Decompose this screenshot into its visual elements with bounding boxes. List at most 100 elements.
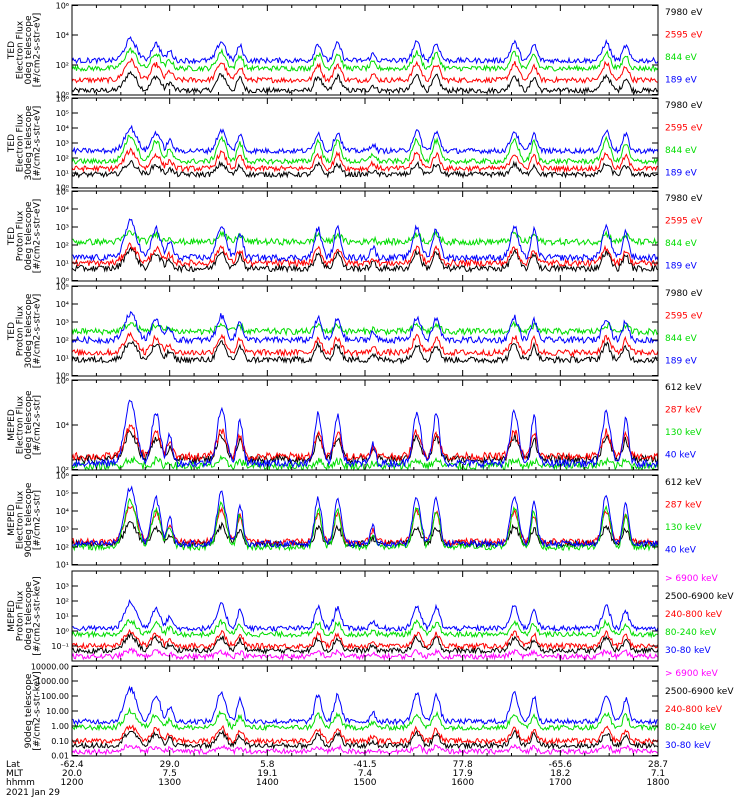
footer-value: 7.4 — [358, 769, 373, 779]
legend-entry: 287 keV — [665, 501, 702, 511]
y-tick-label: 10¹ — [56, 561, 69, 570]
y-axis-title-line: TED — [7, 41, 17, 60]
series-line-4 — [71, 310, 659, 345]
y-tick-label: 10⁴ — [56, 507, 69, 516]
footer-row-label: Lat — [6, 760, 21, 770]
footer-value: 7.1 — [651, 769, 665, 779]
y-axis-title-line: [#/cm2-s-str-eV] — [33, 13, 43, 88]
legend-entry: 2595 eV — [665, 312, 703, 322]
y-axis-title-line: MEPED — [7, 409, 17, 441]
y-tick-label: 10⁴ — [56, 421, 69, 430]
legend-entry: 2595 eV — [665, 31, 703, 41]
y-tick-label: 10⁶ — [56, 2, 69, 11]
y-tick-label: 10² — [56, 241, 69, 250]
legend-entry: 844 eV — [665, 146, 698, 156]
y-tick-label: 10⁴ — [56, 205, 69, 214]
legend-entry: 30-80 keV — [665, 741, 711, 751]
series-line-5 — [71, 599, 659, 633]
y-axis-title-line: Electron Flux — [16, 395, 26, 454]
y-tick-label: 10² — [56, 61, 69, 70]
legend-entry: 7980 eV — [665, 289, 703, 299]
y-axis-title-line: Proton Flux — [16, 590, 26, 641]
y-tick-label: 10⁶ — [56, 472, 69, 481]
legend-entry: 189 eV — [665, 262, 698, 272]
footer-value: 1400 — [256, 778, 279, 788]
legend-entry: 40 keV — [665, 451, 697, 461]
series-line-3 — [72, 229, 659, 247]
legend-entry: 130 keV — [665, 428, 702, 438]
footer-value: 77.8 — [453, 760, 473, 770]
legend-entry: 30-80 keV — [665, 646, 711, 656]
series-line-3 — [71, 46, 659, 73]
y-tick-label: 100.00 — [41, 692, 69, 701]
footer-value: 1300 — [158, 778, 181, 788]
y-tick-label: 10³ — [56, 582, 69, 591]
y-tick-label: 10² — [56, 597, 69, 606]
y-axis-title-line: [#/cm2-s-str-eV] — [33, 106, 43, 181]
y-tick-label: 10² — [56, 466, 69, 475]
legend-entry: 7980 eV — [665, 8, 703, 18]
y-tick-label: 10⁵ — [56, 283, 69, 292]
legend-entry: 189 eV — [665, 76, 698, 86]
y-axis-title-line: MEPED — [7, 600, 17, 632]
footer-value: 1800 — [647, 778, 670, 788]
y-tick-label: 10² — [56, 336, 69, 345]
series-line-4 — [71, 399, 659, 470]
y-tick-label: 10⁰ — [56, 277, 69, 286]
y-tick-label: 10² — [56, 154, 69, 163]
y-tick-label: 1000.00 — [36, 677, 69, 686]
panel-frame — [71, 190, 659, 282]
y-axis-title-line: 0deg telescope — [24, 15, 34, 85]
legend-entry: 130 keV — [665, 523, 702, 533]
y-tick-label: 10⁴ — [56, 300, 69, 309]
y-axis-title-line: Electron Flux — [16, 490, 26, 549]
y-tick-label: 10⁴ — [56, 31, 69, 40]
y-tick-label: 10² — [56, 543, 69, 552]
y-axis-title-line: [#/cm2-s-str-eV] — [33, 199, 43, 274]
footer-value: 18.2 — [550, 769, 570, 779]
y-tick-label: 10¹ — [56, 169, 69, 178]
footer-value: 5.8 — [260, 760, 275, 770]
legend-entry: > 6900 keV — [665, 669, 719, 679]
y-tick-label: 10000.00 — [31, 663, 69, 672]
y-axis-title-line: [#/cm2-s-str] — [33, 490, 43, 550]
y-axis-title-line: 0deg telescope — [24, 390, 34, 460]
series-line-1 — [71, 340, 659, 365]
footer-value: -65.6 — [549, 760, 573, 770]
legend-entry: 40 keV — [665, 546, 697, 556]
panel-8: 0.01 0.10 1.00 10.00 100.00 1000.00 10000.0090… — [24, 663, 734, 761]
series-line-4 — [71, 218, 659, 263]
y-tick-label: 10⁵ — [56, 109, 69, 118]
footer-value: 1200 — [61, 778, 84, 788]
y-tick-label: 10³ — [56, 525, 69, 534]
y-tick-label: 10⁰ — [56, 184, 69, 193]
series-line-4 — [71, 124, 659, 156]
footer-value: 1600 — [451, 778, 474, 788]
series-line-2 — [71, 505, 659, 547]
y-tick-label: 0.10 — [51, 737, 69, 746]
y-tick-label: 0.01 — [51, 752, 69, 761]
legend-entry: 7980 eV — [665, 194, 703, 204]
y-tick-label: 1.00 — [51, 722, 69, 731]
y-axis-title-line: [#/cm2-s-str-eV] — [33, 294, 43, 369]
y-tick-label: 10⁻¹ — [51, 642, 69, 651]
y-tick-label: 10³ — [56, 318, 69, 327]
legend-entry: 844 eV — [665, 334, 698, 344]
series-line-2 — [71, 57, 658, 85]
legend-entry: 844 eV — [665, 53, 698, 63]
footer-row-label: hhmm — [6, 778, 35, 788]
y-axis-title-line: Proton Flux — [16, 305, 26, 356]
y-axis-title-line: 90deg telescope — [24, 673, 34, 748]
y-axis-title-line: Proton Flux — [16, 210, 26, 261]
series-line-4 — [71, 618, 659, 639]
y-axis-title-line: MEPED — [7, 504, 17, 536]
y-axis-title-line: 0deg telescope — [24, 581, 34, 651]
legend-entry: 240-800 keV — [665, 705, 723, 715]
legend-entry: 2595 eV — [665, 217, 703, 227]
y-axis-title-line: [#/cm2-s-str-keV] — [33, 671, 43, 750]
footer-value: 7.5 — [163, 769, 177, 779]
